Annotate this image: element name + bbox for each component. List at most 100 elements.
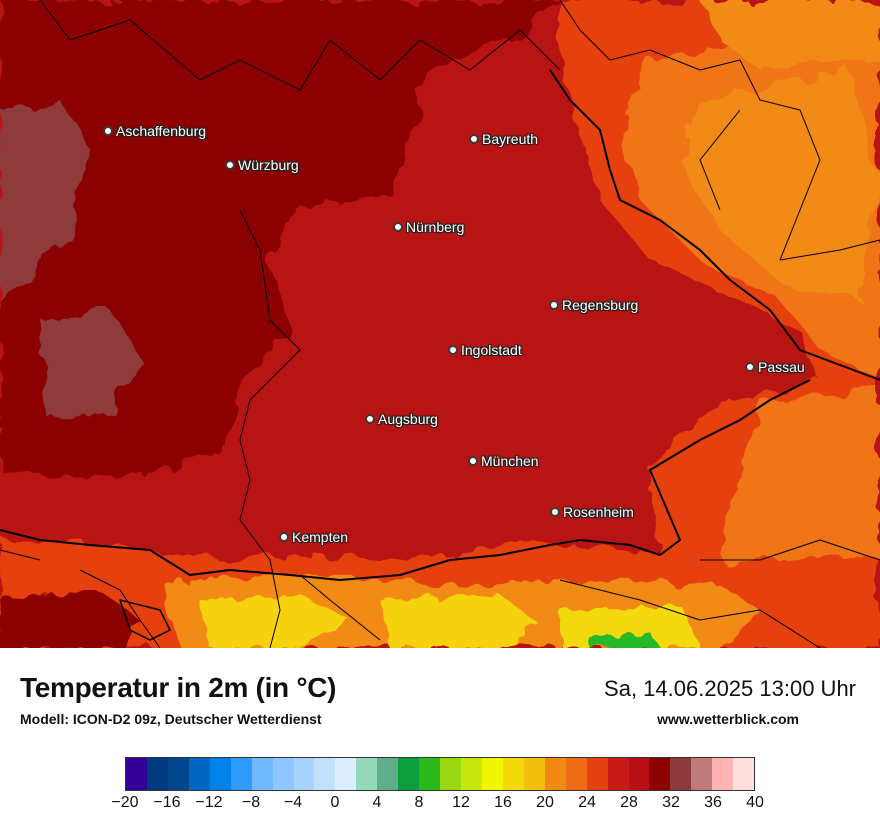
legend-swatch [544, 758, 566, 790]
color-legend [125, 757, 755, 791]
city-label: München [481, 453, 539, 469]
city-label: Aschaffenburg [116, 123, 207, 139]
city-dot-icon [103, 126, 113, 136]
city-dot-icon [550, 507, 560, 517]
map-title: Temperatur in 2m (in °C) [20, 672, 337, 703]
alps-yellow-1 [200, 595, 350, 648]
city-label: Ingolstadt [461, 342, 522, 358]
legend-tick-label: 40 [746, 794, 764, 811]
legend-swatch [377, 758, 399, 790]
city-dot-icon [468, 456, 478, 466]
legend-swatch [126, 758, 147, 790]
legend-swatch [251, 758, 273, 790]
city-label: Kempten [292, 529, 349, 545]
legend-tick-label: 20 [536, 794, 554, 811]
legend-swatch [481, 758, 503, 790]
legend-tick-label: −20 [111, 794, 139, 811]
legend-swatch [670, 758, 692, 790]
city-marker-kempten[interactable]: Kempten [279, 529, 348, 545]
temperature-map[interactable]: Aschaffenburg Würzburg Bayreuth Nürnberg… [0, 0, 880, 648]
legend-tick-label: 0 [330, 794, 340, 811]
city-dot-icon [365, 414, 375, 424]
legend-tick-label: 8 [414, 794, 424, 811]
website-link[interactable]: www.wetterblick.com [657, 711, 799, 727]
legend-tick-label: 12 [452, 794, 470, 811]
border-lake [119, 599, 171, 641]
city-dot-icon [393, 222, 403, 232]
legend-tick-label: 16 [494, 794, 512, 811]
mauve-zone-2 [40, 310, 140, 420]
map-canvas [0, 0, 880, 648]
legend-tick-label: 36 [704, 794, 722, 811]
legend-tick-label: 32 [662, 794, 680, 811]
legend-swatch [419, 758, 441, 790]
orange-zone-ne-core [680, 70, 880, 300]
legend-swatch [293, 758, 315, 790]
map-footer: Temperatur in 2m (in °C) Modell: ICON-D2… [0, 648, 880, 830]
legend-tick-label: 24 [578, 794, 596, 811]
state-border-bavaria [39, 0, 561, 648]
city-dot-icon [448, 345, 458, 355]
legend-tick-label: 4 [372, 794, 382, 811]
legend-swatch [272, 758, 294, 790]
city-marker-muenchen[interactable]: München [468, 453, 539, 469]
city-label: Bayreuth [482, 131, 539, 147]
city-label: Rosenheim [563, 504, 634, 520]
city-dot-icon [745, 362, 755, 372]
legend-swatch [607, 758, 629, 790]
alps-cold-valley [0, 590, 140, 648]
legend-swatch [230, 758, 252, 790]
city-marker-aschaffenburg[interactable]: Aschaffenburg [103, 123, 206, 139]
city-label: Passau [758, 359, 805, 375]
country-border-czech [549, 69, 880, 381]
legend-swatch [146, 758, 168, 790]
mauve-zone-1 [0, 100, 90, 300]
legend-swatch [733, 758, 755, 790]
city-marker-augsburg[interactable]: Augsburg [365, 411, 438, 427]
borders [0, 0, 880, 648]
city-dot-icon [469, 134, 479, 144]
city-marker-regensburg[interactable]: Regensburg [549, 297, 638, 313]
border-northeast [559, 0, 880, 261]
legend-swatch [167, 758, 189, 790]
city-marker-passau[interactable]: Passau [745, 359, 805, 375]
legend-ticks: −20 −16 −12 −8 −4 0 4 8 12 16 20 24 28 32 36 40 [111, 794, 763, 816]
city-marker-ingolstadt[interactable]: Ingolstadt [448, 342, 522, 358]
legend-swatch [712, 758, 734, 790]
city-dot-icon [549, 300, 559, 310]
forecast-datetime: Sa, 14.06.2025 13:00 Uhr [604, 676, 856, 701]
border-alps [0, 539, 880, 648]
alps-yellow-3 [560, 605, 700, 648]
city-marker-rosenheim[interactable]: Rosenheim [550, 504, 634, 520]
legend-swatch [356, 758, 378, 790]
legend-swatch [188, 758, 210, 790]
legend-tick-label: −8 [241, 794, 261, 811]
city-label: Augsburg [378, 411, 438, 427]
legend-swatch [209, 758, 231, 790]
city-marker-bayreuth[interactable]: Bayreuth [469, 131, 538, 147]
legend-tick-label: −12 [195, 794, 223, 811]
legend-swatch [398, 758, 420, 790]
orange-zone-ne-top [700, 0, 880, 70]
country-border-austria [0, 379, 811, 581]
legend-tick-label: −16 [153, 794, 181, 811]
legend-swatch [586, 758, 608, 790]
city-dot-icon [279, 532, 289, 542]
legend-swatch [628, 758, 650, 790]
city-marker-nuernberg[interactable]: Nürnberg [393, 219, 464, 235]
legend-tick-label: −4 [283, 794, 303, 811]
legend-swatch [502, 758, 524, 790]
alps-yellow-2 [380, 595, 540, 648]
city-label: Nürnberg [406, 219, 465, 235]
alps-green [590, 632, 660, 648]
city-label: Regensburg [562, 297, 639, 313]
legend-tick-label: 28 [620, 794, 638, 811]
legend-swatch [335, 758, 357, 790]
city-marker-wuerzburg[interactable]: Würzburg [225, 157, 299, 173]
legend-swatch [314, 758, 336, 790]
city-label: Würzburg [238, 157, 299, 173]
legend-swatch [649, 758, 671, 790]
legend-swatch [523, 758, 545, 790]
model-source: Modell: ICON-D2 09z, Deutscher Wetterdie… [20, 711, 322, 727]
legend-swatch [691, 758, 713, 790]
